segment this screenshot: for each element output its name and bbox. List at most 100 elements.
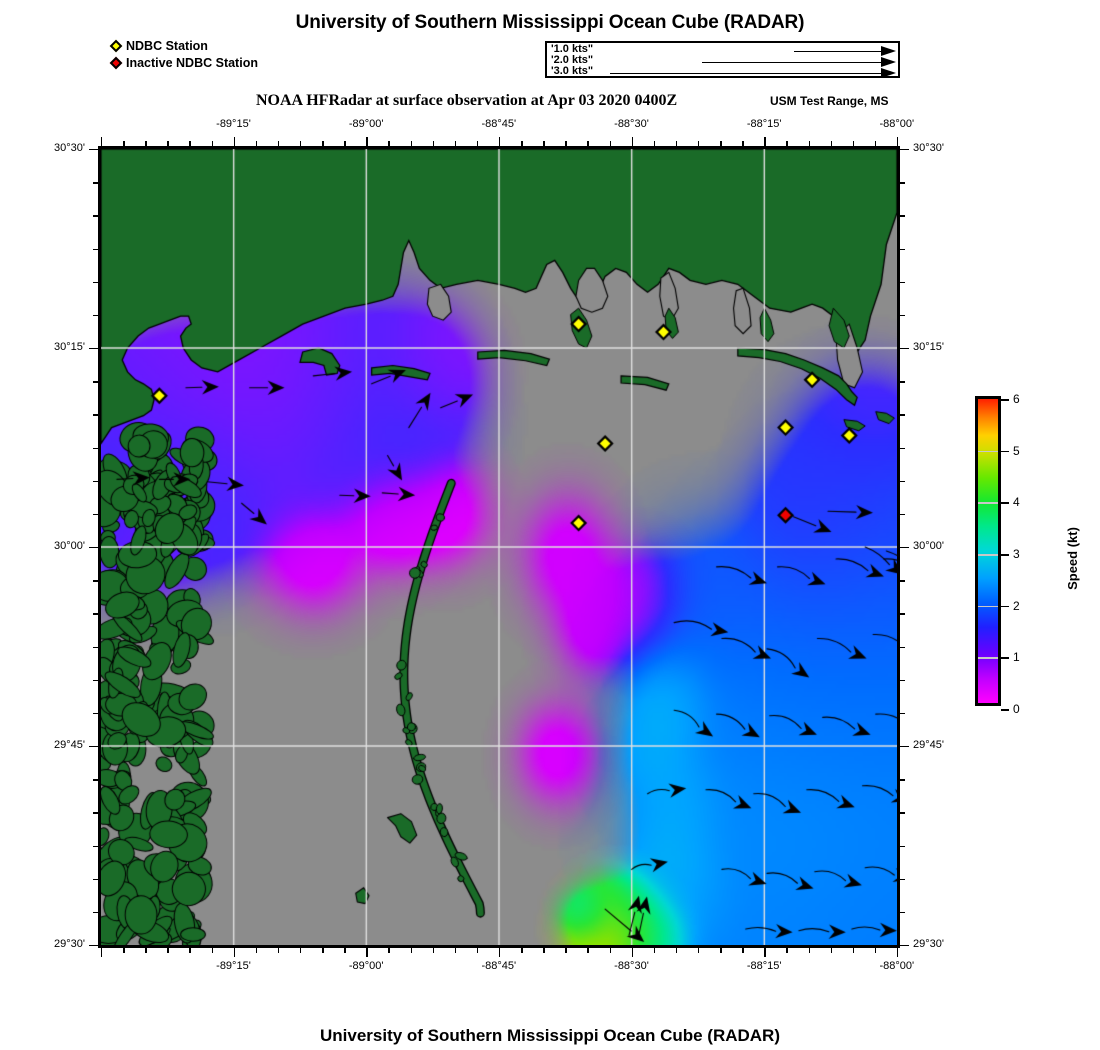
legend-item-inactive-ndbc-station: Inactive NDBC Station — [108, 55, 258, 71]
x-axis-label: -88°30' — [614, 960, 649, 972]
y-axis-tick — [900, 447, 905, 449]
y-axis-tick — [93, 513, 98, 516]
arrow-head-icon — [881, 57, 896, 67]
y-axis-tick — [93, 447, 98, 449]
x-axis-label: -88°45' — [481, 960, 517, 972]
x-axis-tick — [476, 141, 479, 146]
colorbar-inner-tick — [978, 554, 998, 556]
x-axis-tick — [742, 141, 744, 146]
y-axis-label: 30°15' — [913, 341, 944, 353]
x-axis-tick — [720, 948, 722, 953]
x-axis-tick — [521, 141, 523, 146]
y-axis-tick — [93, 613, 98, 615]
y-axis-tick — [93, 314, 98, 317]
y-axis-tick — [93, 281, 98, 284]
colorbar-tick-label: 1 — [1013, 650, 1020, 665]
x-axis-tick — [521, 948, 523, 953]
vector-scale-line-2 — [702, 62, 882, 64]
x-axis-tick — [322, 141, 324, 146]
x-axis-tick — [499, 948, 501, 957]
y-axis-tick — [93, 580, 98, 582]
x-axis-tick — [344, 948, 346, 953]
x-axis-tick — [145, 948, 147, 953]
arrow-head-icon — [881, 46, 896, 56]
y-axis-tick — [93, 779, 98, 781]
x-axis-tick — [388, 948, 390, 953]
y-axis-label: 30°30' — [913, 142, 944, 154]
x-axis-tick — [388, 141, 390, 146]
x-axis-tick — [344, 141, 346, 146]
y-axis-tick — [89, 149, 98, 151]
y-axis-tick — [900, 911, 905, 914]
y-axis-label: 29°45' — [54, 739, 85, 751]
x-axis-tick — [101, 137, 103, 146]
y-axis-tick — [93, 414, 98, 416]
x-axis-tick — [830, 141, 833, 146]
x-axis-label: -88°45' — [481, 118, 517, 130]
y-axis-tick — [900, 414, 905, 416]
x-axis-tick — [277, 948, 280, 953]
x-axis-tick — [587, 141, 589, 146]
x-axis-label: -89°15' — [216, 960, 251, 972]
y-axis-tick — [93, 845, 98, 847]
colorbar-tick — [1001, 657, 1009, 660]
x-axis-tick — [233, 948, 236, 957]
vector-scale-label-2: '2.0 kts" — [551, 54, 594, 66]
y-axis-tick — [900, 613, 905, 615]
y-axis-label: 30°00' — [54, 540, 85, 552]
y-axis-tick — [900, 746, 909, 748]
colorbar-axis-label: Speed (kt) — [1064, 527, 1080, 590]
y-axis-tick — [93, 878, 98, 881]
x-axis-tick — [874, 948, 877, 953]
vector-scale-label-1: '1.0 kts" — [551, 43, 594, 55]
y-axis-tick — [900, 381, 905, 383]
y-axis-tick — [93, 480, 98, 483]
y-axis-tick — [900, 480, 905, 483]
x-axis-tick — [631, 137, 634, 146]
y-axis-tick — [900, 646, 905, 648]
y-axis-label: 30°30' — [54, 142, 85, 154]
x-axis-tick — [609, 948, 611, 953]
colorbar-tick-label: 0 — [1013, 702, 1020, 716]
x-axis-tick — [698, 948, 700, 953]
x-axis-tick — [808, 948, 810, 953]
x-axis-tick — [852, 141, 855, 146]
x-axis-tick — [255, 141, 258, 146]
page-title: University of Southern Mississippi Ocean… — [295, 12, 805, 33]
y-axis-tick — [900, 580, 905, 582]
x-axis-tick — [432, 948, 435, 953]
x-axis-tick — [631, 948, 634, 957]
vector-scale-label-3: '3.0 kts" — [551, 65, 594, 77]
x-axis-tick — [720, 141, 722, 146]
y-axis-tick — [900, 945, 909, 947]
legend-item-ndbc-station: NDBC Station — [108, 38, 258, 54]
y-axis-tick — [93, 712, 98, 715]
diamond-marker-icon — [108, 39, 123, 54]
x-axis-tick — [189, 141, 191, 146]
x-axis-tick — [808, 141, 810, 146]
y-axis-tick — [93, 182, 98, 184]
radar-map-plot[interactable] — [98, 146, 900, 948]
vector-scale-line-1 — [794, 51, 882, 53]
x-axis-tick — [543, 141, 545, 146]
y-axis-tick — [89, 746, 98, 748]
colorbar-tick-label: 4 — [1013, 495, 1020, 510]
y-axis-label: 29°30' — [54, 938, 85, 950]
colorbar-inner-tick — [978, 605, 998, 608]
y-axis-tick — [93, 646, 98, 648]
y-axis-tick — [900, 679, 905, 682]
colorbar-tick — [1001, 502, 1009, 505]
y-axis-tick — [900, 878, 905, 881]
x-axis-tick — [366, 948, 368, 957]
colorbar-tick-label: 6 — [1013, 392, 1020, 406]
x-axis-tick — [101, 948, 103, 957]
x-axis-tick — [653, 948, 656, 953]
y-axis-label: 29°45' — [913, 739, 944, 751]
y-axis-tick — [900, 712, 905, 715]
x-axis-tick — [675, 948, 678, 953]
x-axis-tick — [852, 948, 855, 953]
x-axis-tick — [653, 141, 656, 146]
x-axis-tick — [587, 948, 589, 953]
y-axis-tick — [93, 215, 98, 217]
